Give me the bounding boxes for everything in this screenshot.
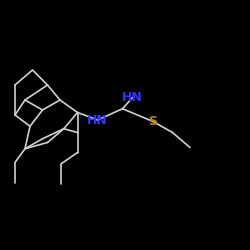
Text: HN: HN (122, 91, 143, 104)
Text: S: S (148, 115, 157, 128)
Text: HN: HN (87, 114, 108, 126)
